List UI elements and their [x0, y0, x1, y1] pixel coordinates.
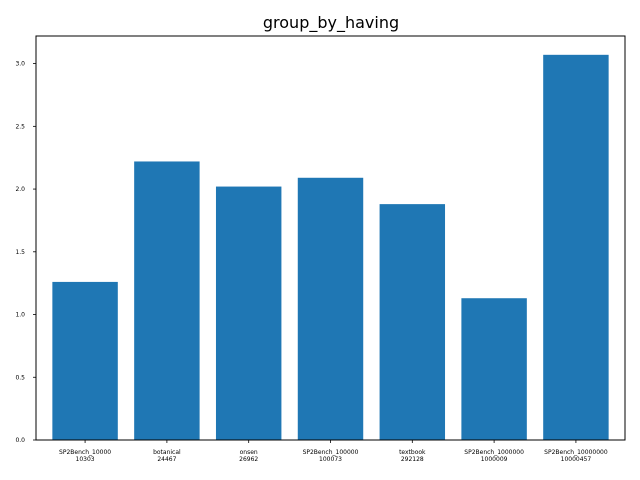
y-tick-label: 0.0	[15, 437, 25, 444]
bar-5	[461, 298, 527, 440]
plot-frame	[35, 35, 626, 441]
bar-4	[379, 204, 446, 440]
bar-1	[134, 161, 200, 441]
x-axis: SP2Bench_10000 10303 botanical 24467 onsen 26…	[59, 440, 608, 463]
y-axis: 0.0 0.5 1.0 1.5 2.0 2.5 3.0	[15, 61, 36, 444]
x-tick-label: SP2Bench_1000000 1000009	[464, 449, 524, 463]
y-tick-label: 2.5	[15, 123, 25, 130]
x-tick-label: botanical 24467	[153, 449, 181, 463]
x-tick-label: SP2Bench_100000 100073	[303, 449, 359, 463]
bar-3	[297, 177, 364, 440]
chart-title: group_by_having	[263, 13, 399, 33]
y-tick-label: 3.0	[15, 61, 25, 68]
y-tick-label: 1.5	[15, 249, 25, 256]
y-tick-label: 0.5	[15, 374, 25, 381]
x-tick-label: SP2Bench_10000 10303	[59, 449, 111, 463]
y-tick-label: 1.0	[15, 312, 25, 319]
x-tick-label: SP2Bench_10000000 10000457	[544, 449, 608, 463]
bar-2	[215, 186, 282, 440]
bar-0	[52, 281, 118, 440]
x-tick-label: textbook 292128	[399, 449, 426, 463]
y-tick-label: 2.0	[15, 186, 25, 193]
bars-group	[52, 54, 609, 441]
x-tick-label: onsen 26962	[239, 449, 258, 463]
bar-6	[543, 54, 609, 440]
